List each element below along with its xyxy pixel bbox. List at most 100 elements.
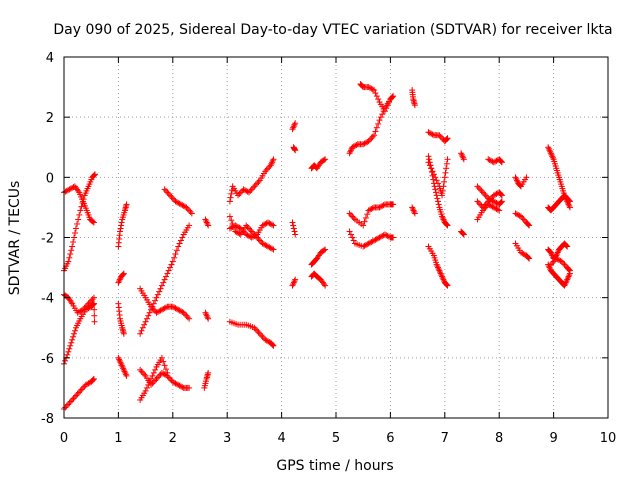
data-point xyxy=(186,384,193,391)
data-point xyxy=(235,223,242,230)
grid xyxy=(64,57,608,418)
data-point xyxy=(481,190,488,197)
data-point xyxy=(120,271,127,278)
data-point xyxy=(179,234,186,241)
data-point xyxy=(526,222,533,229)
data-point xyxy=(75,389,82,396)
data-point xyxy=(91,312,98,319)
data-point xyxy=(269,342,276,349)
data-point xyxy=(443,136,450,143)
data-point xyxy=(167,264,174,271)
x-tick-label: 1 xyxy=(114,431,122,446)
data-point xyxy=(259,333,266,340)
data-point xyxy=(77,387,84,394)
data-point xyxy=(358,82,365,89)
data-point xyxy=(411,210,418,217)
data-point xyxy=(120,270,127,277)
data-point xyxy=(73,392,80,399)
data-point xyxy=(70,395,77,402)
data-point xyxy=(203,219,210,226)
data-point xyxy=(148,306,155,313)
data-point xyxy=(321,247,328,254)
data-point xyxy=(371,132,378,139)
y-tick-label: -8 xyxy=(41,412,54,427)
data-point xyxy=(146,378,153,385)
data-point xyxy=(479,189,486,196)
data-point xyxy=(381,108,388,115)
data-point xyxy=(380,202,387,209)
data-point xyxy=(171,254,178,261)
data-point xyxy=(265,165,271,172)
data-point xyxy=(157,285,164,292)
data-point xyxy=(123,201,130,208)
x-tick-label: 5 xyxy=(332,431,340,446)
data-point xyxy=(459,229,466,236)
data-point xyxy=(388,94,395,101)
x-tick-label: 0 xyxy=(60,431,68,446)
data-point xyxy=(256,237,263,244)
data-point xyxy=(364,211,371,218)
data-point xyxy=(90,375,97,382)
data-point xyxy=(63,402,70,409)
data-point xyxy=(515,211,522,218)
data-point xyxy=(251,232,258,239)
data-point xyxy=(426,162,433,169)
data-point xyxy=(352,142,359,149)
data-point xyxy=(160,279,167,286)
data-point xyxy=(226,198,233,205)
x-axis-label: GPS time / hours xyxy=(276,458,393,474)
data-point xyxy=(123,372,130,379)
data-point xyxy=(65,348,72,355)
data-point xyxy=(164,270,171,277)
data-point xyxy=(263,166,270,173)
x-tick-label: 9 xyxy=(549,431,557,446)
data-point xyxy=(149,372,156,379)
data-point xyxy=(141,321,148,328)
data-point xyxy=(444,135,451,142)
data-point xyxy=(229,223,236,230)
data-point xyxy=(270,156,277,163)
data-point xyxy=(350,214,357,221)
data-point xyxy=(255,236,262,243)
data-point xyxy=(67,251,74,258)
data-point xyxy=(564,243,571,250)
data-point xyxy=(435,180,441,187)
data-point xyxy=(250,184,257,191)
data-point xyxy=(373,124,380,131)
data-point xyxy=(350,237,357,244)
data-point xyxy=(77,207,84,214)
data-point xyxy=(269,159,276,166)
data-point xyxy=(163,304,169,311)
data-point xyxy=(347,211,354,218)
data-point xyxy=(498,191,505,198)
x-tick-label: 4 xyxy=(277,431,285,446)
data-point xyxy=(368,205,375,212)
data-point xyxy=(169,258,176,265)
data-point xyxy=(75,216,82,223)
data-point xyxy=(255,178,262,185)
data-point xyxy=(377,114,384,121)
data-point xyxy=(410,207,417,214)
data-point xyxy=(153,375,160,382)
axis-ticks xyxy=(63,56,609,419)
data-point xyxy=(90,219,97,226)
data-point xyxy=(167,375,174,382)
data-point xyxy=(148,375,155,382)
data-point xyxy=(497,190,504,197)
data-point xyxy=(118,222,125,229)
y-tick-label: 0 xyxy=(46,171,54,186)
data-point xyxy=(498,192,505,199)
data-point xyxy=(141,371,148,378)
data-point xyxy=(321,157,328,164)
data-point xyxy=(443,165,450,172)
data-point xyxy=(425,159,432,166)
data-point xyxy=(379,202,386,209)
data-point xyxy=(138,368,145,375)
data-point xyxy=(71,330,78,337)
data-point xyxy=(74,390,81,397)
data-point xyxy=(269,245,276,252)
data-point xyxy=(251,183,258,190)
data-point xyxy=(173,247,180,254)
data-point xyxy=(376,117,383,124)
